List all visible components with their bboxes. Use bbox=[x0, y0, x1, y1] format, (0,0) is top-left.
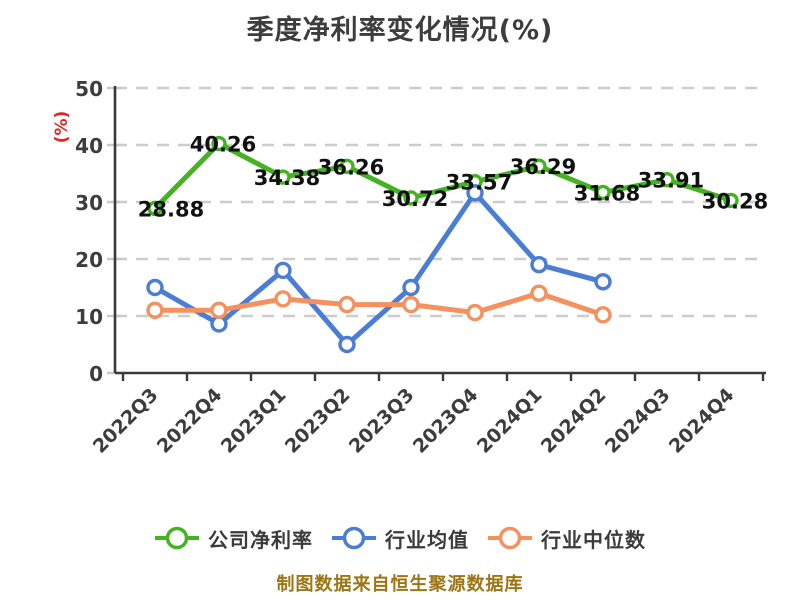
data-point[interactable] bbox=[274, 261, 292, 280]
line-marker-icon bbox=[488, 526, 532, 550]
data-label: 30.28 bbox=[702, 189, 768, 213]
x-tick-label: 2022Q4 bbox=[153, 384, 227, 458]
data-label: 34.38 bbox=[254, 166, 320, 190]
line-marker-icon bbox=[332, 526, 376, 550]
x-tick-label: 2023Q2 bbox=[281, 384, 355, 458]
y-tick-label: 20 bbox=[75, 248, 103, 272]
data-point[interactable] bbox=[210, 301, 228, 319]
legend-label: 行业中位数 bbox=[541, 527, 646, 552]
y-tick-label: 50 bbox=[75, 77, 103, 101]
data-point[interactable] bbox=[275, 169, 291, 185]
data-point[interactable] bbox=[594, 306, 612, 324]
series-line-0 bbox=[152, 141, 734, 211]
legend-item-industry-median[interactable]: 行业中位数 bbox=[487, 524, 646, 553]
data-point[interactable] bbox=[723, 192, 739, 209]
data-point[interactable] bbox=[466, 184, 484, 202]
legend: 公司净利率 行业均值 行业中位数 bbox=[0, 518, 800, 558]
data-point[interactable] bbox=[402, 295, 420, 314]
legend-item-industry-mean[interactable]: 行业均值 bbox=[331, 524, 469, 553]
data-point[interactable] bbox=[338, 335, 356, 354]
data-point[interactable] bbox=[339, 158, 355, 175]
legend-label: 行业均值 bbox=[385, 527, 469, 552]
data-point[interactable] bbox=[466, 303, 484, 322]
data-point[interactable] bbox=[594, 273, 612, 291]
x-tick-label: 2023Q1 bbox=[217, 384, 291, 458]
y-tick-label: 30 bbox=[75, 191, 103, 215]
data-point[interactable] bbox=[274, 290, 292, 308]
series-line-2 bbox=[152, 290, 606, 318]
x-tick-label: 2024Q4 bbox=[665, 384, 739, 458]
data-point[interactable] bbox=[403, 190, 419, 206]
data-point[interactable] bbox=[210, 315, 228, 333]
data-label: 30.72 bbox=[382, 187, 448, 211]
y-tick-label: 10 bbox=[75, 305, 103, 329]
y-axis-unit-label: (%) bbox=[52, 111, 72, 144]
x-tick-label: 2023Q4 bbox=[409, 384, 483, 458]
data-label: 28.88 bbox=[138, 197, 204, 221]
x-tick-label: 2022Q3 bbox=[89, 384, 163, 458]
y-tick-label: 0 bbox=[89, 362, 103, 386]
line-marker-icon bbox=[155, 526, 199, 550]
data-label: 36.26 bbox=[318, 155, 384, 179]
data-label: 33.57 bbox=[446, 171, 512, 195]
data-point[interactable] bbox=[530, 256, 548, 274]
x-tick-label: 2024Q2 bbox=[537, 384, 611, 458]
footer-note: 制图数据来自恒生聚源数据库 bbox=[276, 574, 524, 595]
legend-label: 公司净利率 bbox=[208, 527, 313, 552]
data-point[interactable] bbox=[146, 278, 164, 297]
data-label: 31.68 bbox=[574, 181, 640, 205]
data-point[interactable] bbox=[147, 200, 163, 217]
data-point[interactable] bbox=[146, 301, 164, 319]
data-label: 40.26 bbox=[190, 133, 256, 157]
chart-title: 季度净利率变化情况(%) bbox=[246, 15, 554, 46]
data-label: 33.91 bbox=[638, 169, 704, 193]
x-tick-label: 2024Q3 bbox=[601, 384, 675, 458]
data-point[interactable] bbox=[211, 135, 227, 152]
data-point[interactable] bbox=[531, 158, 547, 174]
data-point[interactable] bbox=[530, 284, 548, 302]
x-tick-label: 2024Q1 bbox=[473, 384, 547, 458]
x-tick-label: 2023Q3 bbox=[345, 384, 419, 458]
data-point[interactable] bbox=[402, 278, 420, 297]
series-line-1 bbox=[152, 190, 606, 347]
y-tick-label: 40 bbox=[75, 134, 103, 158]
data-point[interactable] bbox=[595, 184, 611, 201]
data-point[interactable] bbox=[659, 172, 675, 188]
data-point[interactable] bbox=[338, 295, 356, 314]
legend-item-company-net-margin[interactable]: 公司净利率 bbox=[154, 524, 313, 553]
data-label: 36.29 bbox=[510, 155, 576, 179]
